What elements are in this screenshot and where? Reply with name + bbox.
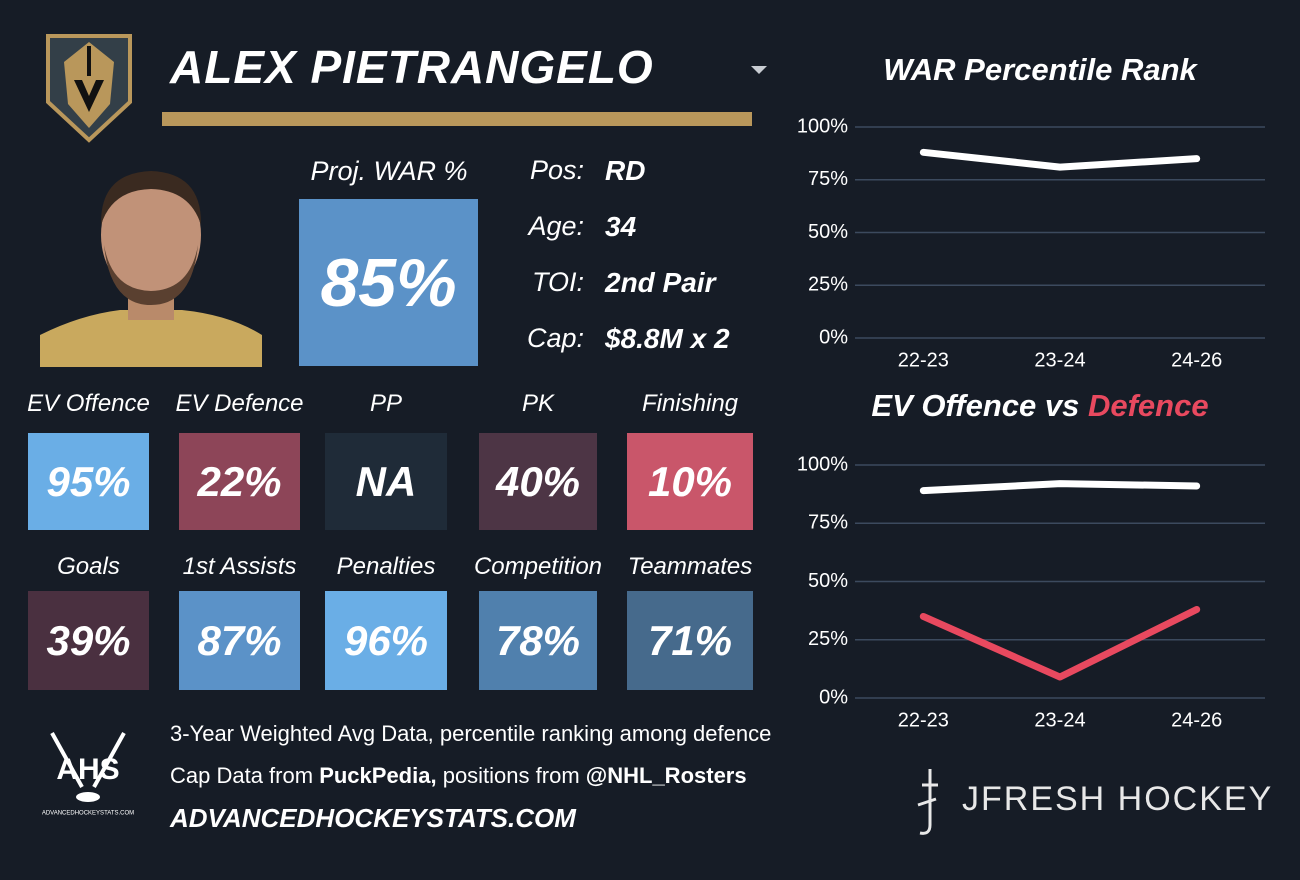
ahs-logo: AHS ADVANCEDHOCKEYSTATS.COM — [42, 732, 134, 817]
y-tick-label: 25% — [808, 274, 848, 296]
x-tick-label: 23-24 — [1034, 709, 1085, 731]
jfresh-logo — [917, 769, 938, 835]
credit-source: PuckPedia, — [319, 763, 437, 788]
website[interactable]: ADVANCEDHOCKEYSTATS.COM — [170, 803, 576, 833]
ahs-logo-text: AHS — [56, 753, 119, 786]
tile-label: EV Defence — [175, 390, 304, 417]
y-tick-label: 50% — [808, 570, 848, 592]
divider — [162, 112, 752, 126]
stat-tile: NA — [325, 433, 447, 530]
chart-title: EV Offence vs Defence — [871, 388, 1208, 423]
line — [919, 480, 1201, 495]
tile-label: PP — [369, 390, 402, 417]
stat-tile: 39% — [28, 591, 149, 690]
player-name: ALEX PIETRANGELO — [170, 41, 654, 93]
credit-text: positions from — [442, 763, 580, 788]
y-tick-label: 100% — [797, 115, 848, 137]
bio-value: $8.8M x 2 — [605, 323, 730, 354]
bio-label: Age: — [528, 211, 584, 241]
player-photo — [40, 165, 262, 367]
tile-label: Penalties — [336, 553, 436, 580]
y-tick-label: 50% — [808, 221, 848, 243]
chart-title-text: EV Offence vs — [871, 388, 1079, 423]
ahs-logo-url: ADVANCEDHOCKEYSTATS.COM — [42, 811, 134, 817]
chart-title: WAR Percentile Rank — [883, 52, 1198, 87]
bio-value: 34 — [605, 211, 637, 242]
line — [919, 148, 1201, 171]
tile-label: Finishing — [641, 390, 739, 417]
x-tick-label: 23-24 — [1034, 349, 1085, 371]
stat-tile: 71% — [627, 591, 753, 690]
bio-label: TOI: — [531, 267, 584, 297]
charts: WAR Percentile Rank 0% 25% 50% 75% 100% 22-23 2… — [797, 52, 1265, 731]
x-tick-label: 24-26 — [1171, 349, 1222, 371]
stat-tile: 87% — [179, 591, 300, 690]
stat-tile: 78% — [479, 591, 597, 690]
projection-label: Proj. WAR % — [310, 156, 468, 186]
tile-label: Goals — [57, 553, 120, 580]
stat-tile: 40% — [479, 433, 597, 530]
stat-tile: 95% — [28, 433, 149, 530]
credit-source: @NHL_Rosters — [585, 763, 747, 788]
credits: Cap Data from PuckPedia, positions from … — [170, 763, 747, 789]
y-tick-label: 0% — [819, 326, 848, 348]
y-tick-label: 75% — [808, 512, 848, 534]
projection-value: 85% — [299, 199, 478, 366]
footnote: 3-Year Weighted Avg Data, percentile ran… — [170, 721, 772, 746]
credit-text: Cap Data from — [170, 763, 314, 788]
team-logo — [46, 34, 132, 143]
tile-label: 1st Assists — [182, 553, 297, 580]
tile-label: EV Offence — [27, 390, 150, 417]
bio-value: 2nd Pair — [605, 267, 716, 298]
bio-label: Cap: — [526, 323, 584, 353]
x-tick-label: 22-23 — [898, 709, 949, 731]
dropdown[interactable] — [751, 66, 767, 74]
stat-tile: 10% — [627, 433, 753, 530]
y-tick-label: 0% — [819, 686, 848, 708]
chart-title-text: WAR Percentile Rank — [883, 52, 1198, 87]
y-tick-label: 75% — [808, 168, 848, 190]
tile-label: Teammates — [627, 553, 753, 580]
tile-label: Competition — [473, 553, 603, 580]
bio-value: RD — [605, 155, 646, 186]
y-tick-label: 100% — [797, 453, 848, 475]
y-tick-label: 25% — [808, 628, 848, 650]
tile-label: PK — [521, 390, 554, 417]
bio-label: Pos: — [529, 155, 584, 185]
stat-tile: 22% — [179, 433, 300, 530]
x-tick-label: 22-23 — [898, 349, 949, 371]
chart-title-highlight: Defence — [1088, 388, 1209, 423]
x-tick-label: 24-26 — [1171, 709, 1222, 731]
line — [919, 605, 1201, 681]
stat-tile: 96% — [325, 591, 447, 690]
brand: JFRESH HOCKEY — [962, 780, 1274, 818]
